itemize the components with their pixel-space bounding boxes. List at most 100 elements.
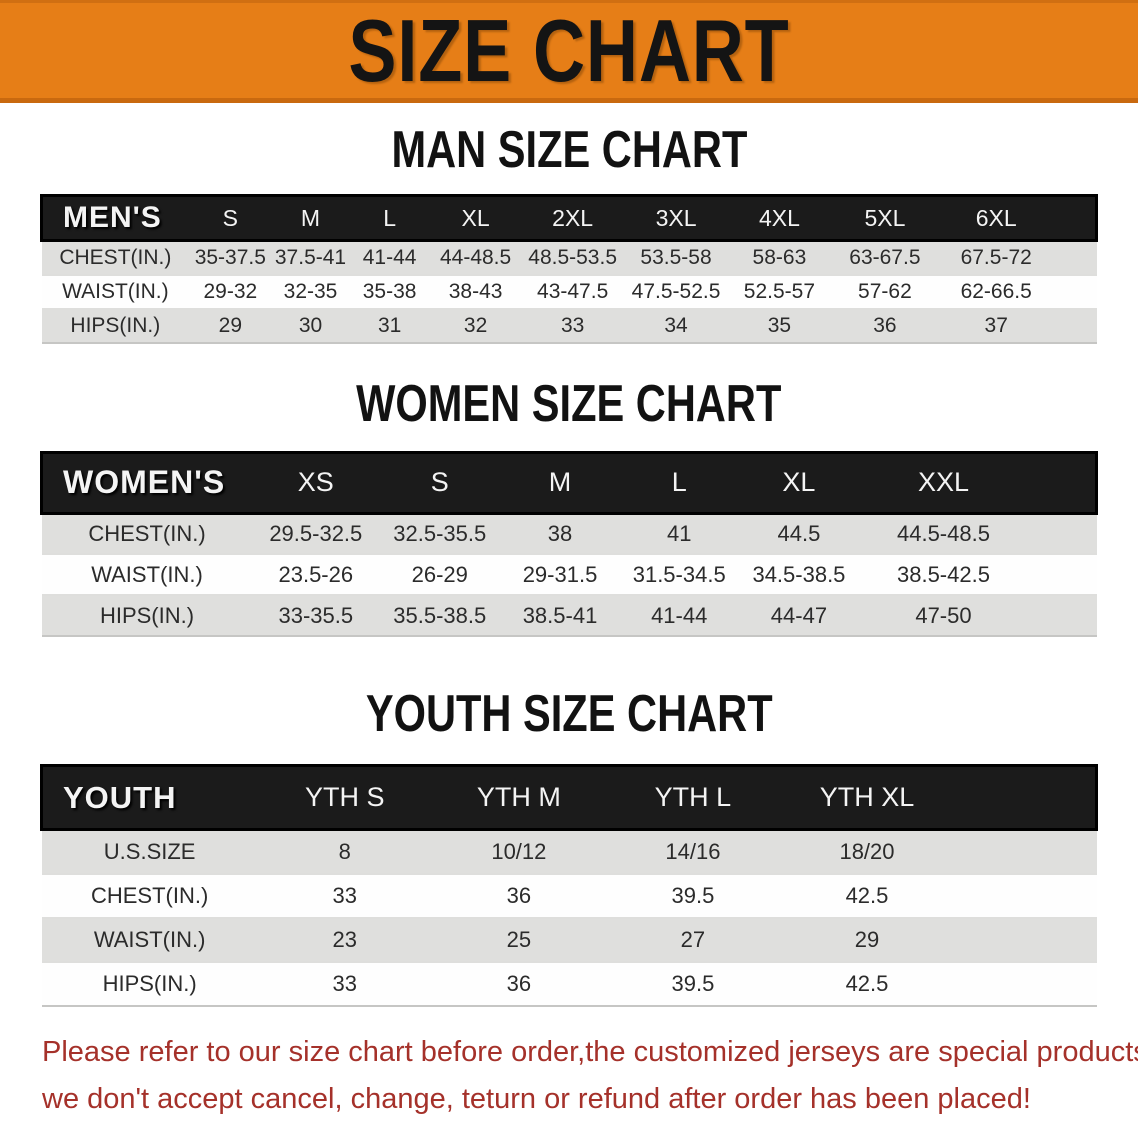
row-filler-cell bbox=[954, 829, 1097, 874]
size-column-header: L bbox=[619, 450, 739, 515]
size-column-header: 2XL bbox=[521, 194, 624, 242]
size-value-cell: 30 bbox=[271, 308, 350, 343]
size-value-cell: 38-43 bbox=[429, 274, 522, 309]
row-filler-cell bbox=[1027, 595, 1097, 636]
row-filler-cell bbox=[954, 917, 1097, 962]
measurement-row: CHEST(IN.) 29.5-32.5 32.5-35.5 38 41 44.5 44.5… bbox=[41, 513, 1097, 554]
size-value-cell: 35 bbox=[728, 308, 831, 343]
row-filler-cell bbox=[954, 873, 1097, 918]
men-section-heading: MAN SIZE CHART bbox=[0, 121, 1138, 179]
size-column-header: YTH L bbox=[605, 764, 780, 831]
table-group-label: WOMEN'S bbox=[40, 450, 253, 515]
size-column-header: YTH S bbox=[257, 764, 432, 831]
banner: SIZE CHART bbox=[0, 0, 1138, 103]
size-value-cell: 44-48.5 bbox=[429, 240, 522, 275]
measurement-row: HIPS(IN.) 29 30 31 32 33 34 35 36 37 bbox=[41, 308, 1097, 343]
table-group-label: YOUTH bbox=[39, 764, 258, 831]
size-value-cell: 32-35 bbox=[271, 274, 350, 309]
size-value-cell: 33-35.5 bbox=[252, 595, 380, 636]
size-column-header: YTH M bbox=[431, 764, 606, 831]
size-column-header: 3XL bbox=[623, 194, 729, 242]
size-value-cell: 31.5-34.5 bbox=[619, 554, 739, 595]
size-value-cell: 53.5-58 bbox=[623, 240, 729, 275]
size-value-cell: 36 bbox=[431, 873, 606, 918]
measurement-row-label: CHEST(IN.) bbox=[41, 240, 190, 275]
row-filler-cell bbox=[1053, 308, 1097, 343]
size-value-cell: 32 bbox=[429, 308, 522, 343]
size-value-cell: 47-50 bbox=[859, 595, 1028, 636]
size-column-header: S bbox=[189, 194, 272, 242]
size-value-cell: 23.5-26 bbox=[252, 554, 380, 595]
size-column-header: L bbox=[349, 194, 430, 242]
women-section-heading-text: WOMEN SIZE CHART bbox=[356, 374, 782, 433]
men-section-heading-text: MAN SIZE CHART bbox=[391, 121, 747, 179]
size-column-header: XS bbox=[252, 450, 380, 515]
youth-size-table: YOUTH YTH S YTH M YTH L YTH XL U.S.SIZE 8 10/12… bbox=[39, 764, 1099, 1007]
measurement-row: HIPS(IN.) 33 36 39.5 42.5 bbox=[41, 961, 1097, 1006]
size-value-cell: 63-67.5 bbox=[830, 240, 940, 275]
size-column-header: YTH XL bbox=[779, 764, 955, 831]
size-header-bar: MEN'S S M L XL 2XL 3XL 4XL 5XL 6XL bbox=[40, 194, 1099, 242]
size-value-cell: 38.5-42.5 bbox=[859, 554, 1028, 595]
size-value-cell: 37 bbox=[939, 308, 1054, 343]
header-bar-filler bbox=[1053, 194, 1099, 242]
size-value-cell: 29-31.5 bbox=[500, 554, 620, 595]
size-value-cell: 41-44 bbox=[619, 595, 739, 636]
measurement-row: WAIST(IN.) 23 25 27 29 bbox=[41, 917, 1097, 962]
size-value-cell: 33 bbox=[521, 308, 624, 343]
women-size-table: WOMEN'S XS S M L XL XXL CHEST(IN.) 29.5-32.5 32.5… bbox=[40, 450, 1098, 638]
size-value-cell: 39.5 bbox=[605, 961, 780, 1006]
size-column-header: M bbox=[500, 450, 620, 515]
measurement-row: U.S.SIZE 8 10/12 14/16 18/20 bbox=[41, 829, 1097, 874]
size-value-cell: 29.5-32.5 bbox=[252, 513, 380, 554]
size-value-cell: 10/12 bbox=[431, 829, 606, 874]
measurement-row: WAIST(IN.) 23.5-26 26-29 29-31.5 31.5-34.5 34… bbox=[41, 554, 1097, 595]
size-value-cell: 44-47 bbox=[738, 595, 860, 636]
section-youth: YOUTH SIZE CHART YOUTH YTH S YTH M YTH L YTH… bbox=[0, 688, 1138, 1007]
size-value-cell: 48.5-53.5 bbox=[521, 240, 624, 275]
size-value-cell: 52.5-57 bbox=[728, 274, 831, 309]
size-value-cell: 67.5-72 bbox=[939, 240, 1054, 275]
size-column-header: S bbox=[379, 450, 501, 515]
size-value-cell: 41-44 bbox=[349, 240, 430, 275]
measurement-row-label: WAIST(IN.) bbox=[41, 274, 190, 309]
size-value-cell: 34 bbox=[623, 308, 729, 343]
size-header-bar: WOMEN'S XS S M L XL XXL bbox=[40, 450, 1098, 515]
size-value-cell: 25 bbox=[431, 917, 606, 962]
size-value-cell: 39.5 bbox=[605, 873, 780, 918]
size-value-cell: 8 bbox=[257, 829, 432, 874]
size-value-cell: 44.5-48.5 bbox=[859, 513, 1028, 554]
disclaimer: Please refer to our size chart before or… bbox=[42, 1029, 1138, 1123]
row-filler-cell bbox=[1053, 274, 1097, 309]
youth-section-heading: YOUTH SIZE CHART bbox=[0, 688, 1138, 740]
size-value-cell: 38.5-41 bbox=[500, 595, 620, 636]
size-value-cell: 47.5-52.5 bbox=[623, 274, 729, 309]
size-value-cell: 42.5 bbox=[779, 961, 955, 1006]
size-value-cell: 57-62 bbox=[830, 274, 940, 309]
measurement-row-label: HIPS(IN.) bbox=[41, 595, 253, 636]
size-value-cell: 31 bbox=[349, 308, 430, 343]
measurement-row-label: U.S.SIZE bbox=[41, 829, 258, 874]
size-value-cell: 14/16 bbox=[605, 829, 780, 874]
size-value-cell: 27 bbox=[605, 917, 780, 962]
size-value-cell: 23 bbox=[257, 917, 432, 962]
size-value-cell: 18/20 bbox=[779, 829, 955, 874]
size-value-cell: 43-47.5 bbox=[521, 274, 624, 309]
size-value-cell: 29 bbox=[779, 917, 955, 962]
men-size-table: MEN'S S M L XL 2XL 3XL 4XL 5XL 6XL CHEST(IN.) 35-37… bbox=[40, 194, 1099, 344]
size-column-header: 6XL bbox=[939, 194, 1054, 242]
women-section-heading: WOMEN SIZE CHART bbox=[0, 374, 1138, 433]
row-filler-cell bbox=[1053, 240, 1097, 275]
size-value-cell: 33 bbox=[257, 873, 432, 918]
measurement-row-label: HIPS(IN.) bbox=[41, 308, 190, 343]
disclaimer-line-2: we don't accept cancel, change, teturn o… bbox=[42, 1082, 1031, 1115]
size-value-cell: 35-37.5 bbox=[189, 240, 272, 275]
row-filler-cell bbox=[1027, 554, 1097, 595]
size-column-header: 4XL bbox=[728, 194, 831, 242]
measurement-row-label: CHEST(IN.) bbox=[41, 873, 258, 918]
size-value-cell: 44.5 bbox=[738, 513, 860, 554]
size-value-cell: 29 bbox=[189, 308, 272, 343]
size-value-cell: 32.5-35.5 bbox=[379, 513, 501, 554]
measurement-row-label: WAIST(IN.) bbox=[41, 917, 258, 962]
size-column-header: XXL bbox=[859, 450, 1028, 515]
